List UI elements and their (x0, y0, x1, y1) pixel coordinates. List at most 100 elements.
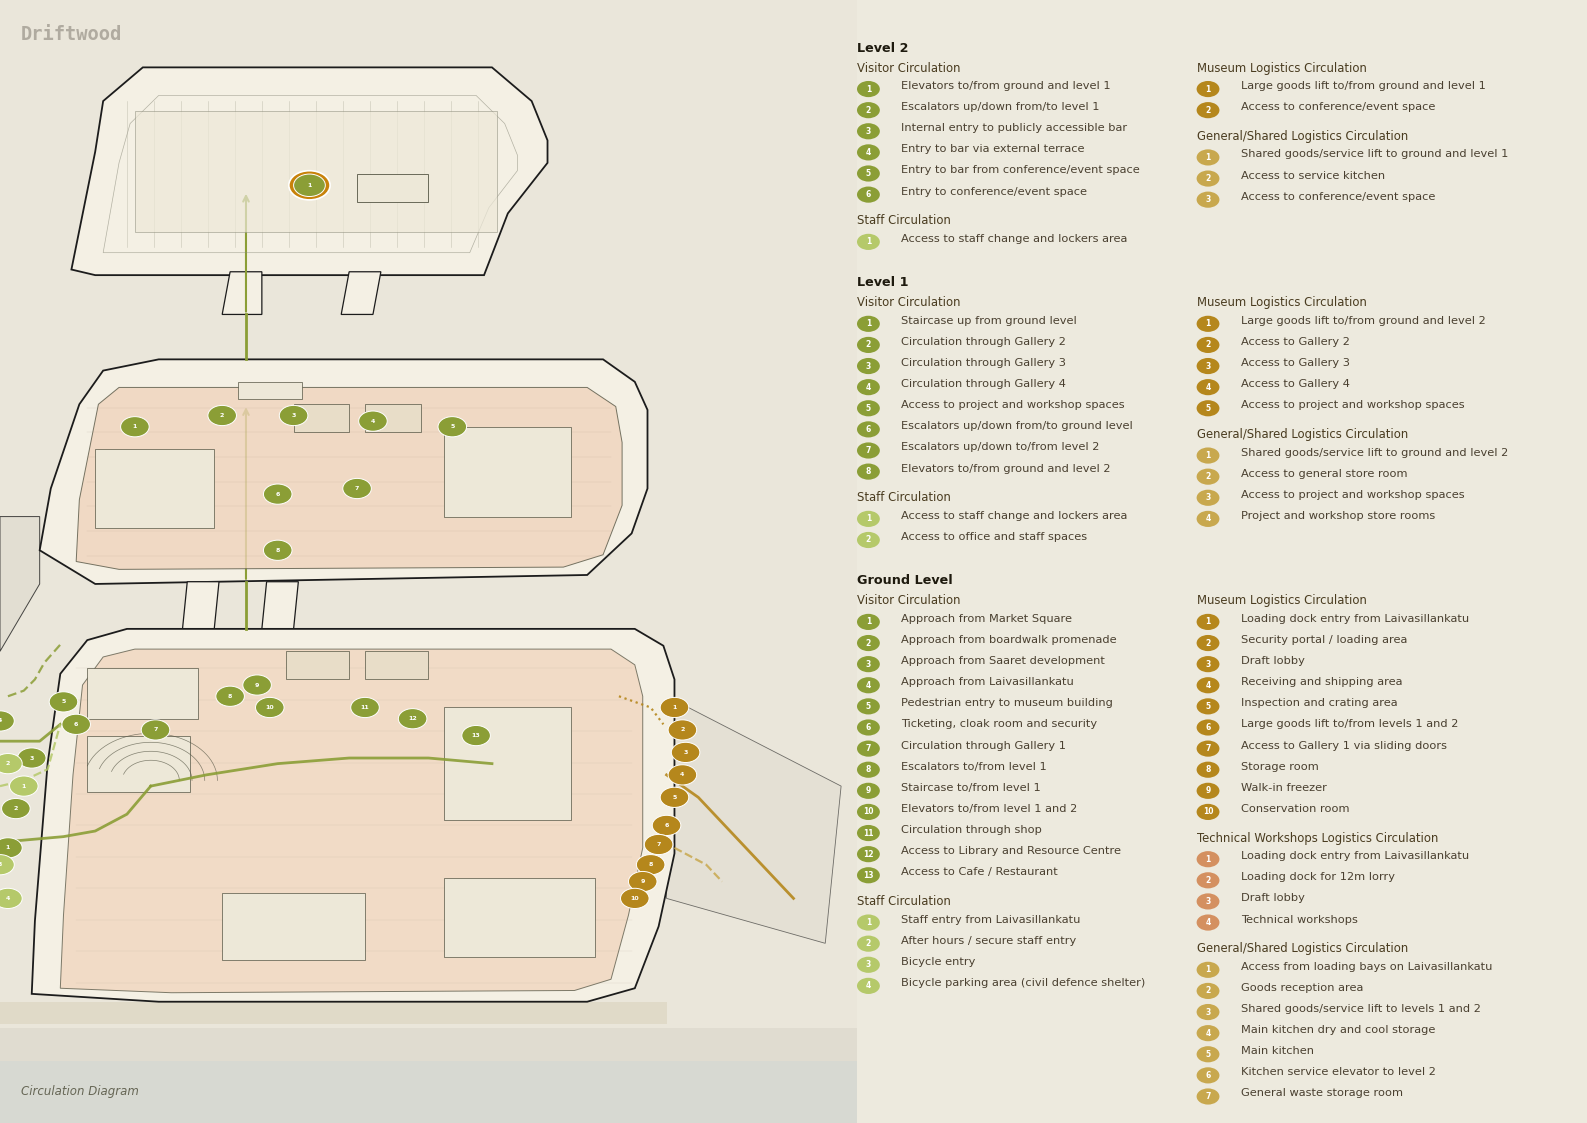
Text: Approach from Saaret development: Approach from Saaret development (901, 656, 1105, 666)
Text: Escalators to/from level 1: Escalators to/from level 1 (901, 761, 1047, 772)
Text: 12: 12 (408, 716, 417, 721)
Text: Circulation through Gallery 3: Circulation through Gallery 3 (901, 358, 1066, 368)
Text: Main kitchen: Main kitchen (1241, 1047, 1314, 1057)
Text: Escalators up/down to/from level 2: Escalators up/down to/from level 2 (901, 442, 1100, 453)
Polygon shape (71, 67, 548, 275)
Text: 6: 6 (1206, 723, 1211, 732)
Text: 1: 1 (22, 784, 25, 788)
Circle shape (857, 825, 879, 841)
Text: Access to Gallery 2: Access to Gallery 2 (1241, 337, 1351, 347)
Text: 3: 3 (292, 413, 295, 418)
Circle shape (857, 234, 879, 250)
Circle shape (857, 511, 879, 527)
Circle shape (1197, 490, 1219, 505)
Circle shape (10, 776, 38, 796)
Polygon shape (0, 0, 857, 1123)
Text: 6: 6 (867, 424, 871, 433)
Text: Shared goods/service lift to ground and level 1: Shared goods/service lift to ground and … (1241, 149, 1508, 159)
Circle shape (660, 787, 689, 807)
Text: 3: 3 (1206, 195, 1211, 204)
Text: Internal entry to publicly accessible bar: Internal entry to publicly accessible ba… (901, 124, 1127, 134)
Text: Circulation Diagram: Circulation Diagram (21, 1085, 138, 1098)
Text: Access to project and workshop spaces: Access to project and workshop spaces (1241, 400, 1465, 410)
Text: Pedestrian entry to museum building: Pedestrian entry to museum building (901, 699, 1114, 709)
Text: Bicycle parking area (civil defence shelter): Bicycle parking area (civil defence shel… (901, 978, 1146, 988)
Text: 6: 6 (276, 492, 279, 496)
Text: Circulation through Gallery 4: Circulation through Gallery 4 (901, 380, 1066, 390)
Text: 8: 8 (229, 694, 232, 699)
Text: 1: 1 (1206, 451, 1211, 460)
Circle shape (857, 442, 879, 458)
Text: Access to Gallery 3: Access to Gallery 3 (1241, 358, 1351, 368)
Text: Storage room: Storage room (1241, 761, 1319, 772)
Text: 10: 10 (265, 705, 275, 710)
Text: Staff Circulation: Staff Circulation (857, 895, 951, 909)
Text: General waste storage room: General waste storage room (1241, 1088, 1403, 1098)
Text: Access to staff change and lockers area: Access to staff change and lockers area (901, 234, 1128, 244)
Bar (95, 449, 214, 528)
Text: Staircase to/from level 1: Staircase to/from level 1 (901, 783, 1041, 793)
Text: Staircase up from ground level: Staircase up from ground level (901, 316, 1078, 326)
Polygon shape (40, 359, 647, 584)
Bar (357, 174, 428, 202)
Circle shape (121, 417, 149, 437)
Text: 2: 2 (1206, 106, 1211, 115)
Circle shape (857, 846, 879, 862)
Text: Technical Workshops Logistics Circulation: Technical Workshops Logistics Circulatio… (1197, 832, 1438, 844)
Text: Main kitchen dry and cool storage: Main kitchen dry and cool storage (1241, 1025, 1435, 1035)
Circle shape (1197, 634, 1219, 651)
Circle shape (462, 725, 490, 746)
Text: Escalators up/down from/to ground level: Escalators up/down from/to ground level (901, 421, 1133, 431)
Text: 4: 4 (681, 773, 684, 777)
Circle shape (351, 697, 379, 718)
Polygon shape (222, 272, 262, 314)
Circle shape (1197, 656, 1219, 673)
Text: Staff Circulation: Staff Circulation (857, 492, 951, 504)
Text: Security portal / loading area: Security portal / loading area (1241, 634, 1408, 645)
Polygon shape (32, 629, 674, 1002)
Text: Circulation through Gallery 2: Circulation through Gallery 2 (901, 337, 1066, 347)
Text: 7: 7 (657, 842, 660, 847)
Text: 12: 12 (863, 850, 874, 859)
Circle shape (49, 692, 78, 712)
Text: 4: 4 (867, 383, 871, 392)
Circle shape (857, 761, 879, 778)
Text: Staff Circulation: Staff Circulation (857, 214, 951, 228)
Circle shape (1197, 1088, 1219, 1105)
Text: Conservation room: Conservation room (1241, 804, 1349, 814)
Text: 13: 13 (471, 733, 481, 738)
Text: 6: 6 (867, 190, 871, 199)
Text: Level 1: Level 1 (857, 276, 908, 290)
Text: 6: 6 (867, 723, 871, 732)
Circle shape (857, 677, 879, 693)
Text: 2: 2 (1206, 340, 1211, 349)
Text: 5: 5 (867, 168, 871, 179)
Polygon shape (60, 649, 643, 993)
Text: Shared goods/service lift to levels 1 and 2: Shared goods/service lift to levels 1 an… (1241, 1004, 1481, 1014)
Text: 11: 11 (360, 705, 370, 710)
Circle shape (2, 798, 30, 819)
Bar (87, 668, 198, 719)
Circle shape (1197, 720, 1219, 736)
Circle shape (1197, 81, 1219, 98)
Text: Entry to bar from conference/event space: Entry to bar from conference/event space (901, 165, 1139, 175)
Circle shape (1197, 699, 1219, 714)
Text: Receiving and shipping area: Receiving and shipping area (1241, 677, 1403, 687)
Text: 7: 7 (1206, 745, 1211, 754)
Circle shape (857, 337, 879, 353)
Circle shape (208, 405, 236, 426)
Circle shape (1197, 511, 1219, 527)
Circle shape (1197, 171, 1219, 186)
Circle shape (1197, 400, 1219, 417)
Polygon shape (262, 582, 298, 629)
Circle shape (857, 614, 879, 630)
Bar (135, 111, 497, 232)
Text: Circulation through Gallery 1: Circulation through Gallery 1 (901, 740, 1066, 750)
Text: 4: 4 (6, 896, 10, 901)
Circle shape (263, 540, 292, 560)
Circle shape (1197, 677, 1219, 693)
Text: Large goods lift to/from ground and level 2: Large goods lift to/from ground and leve… (1241, 316, 1485, 326)
Circle shape (1197, 380, 1219, 395)
Text: 3: 3 (867, 659, 871, 668)
Text: 8: 8 (1206, 765, 1211, 774)
